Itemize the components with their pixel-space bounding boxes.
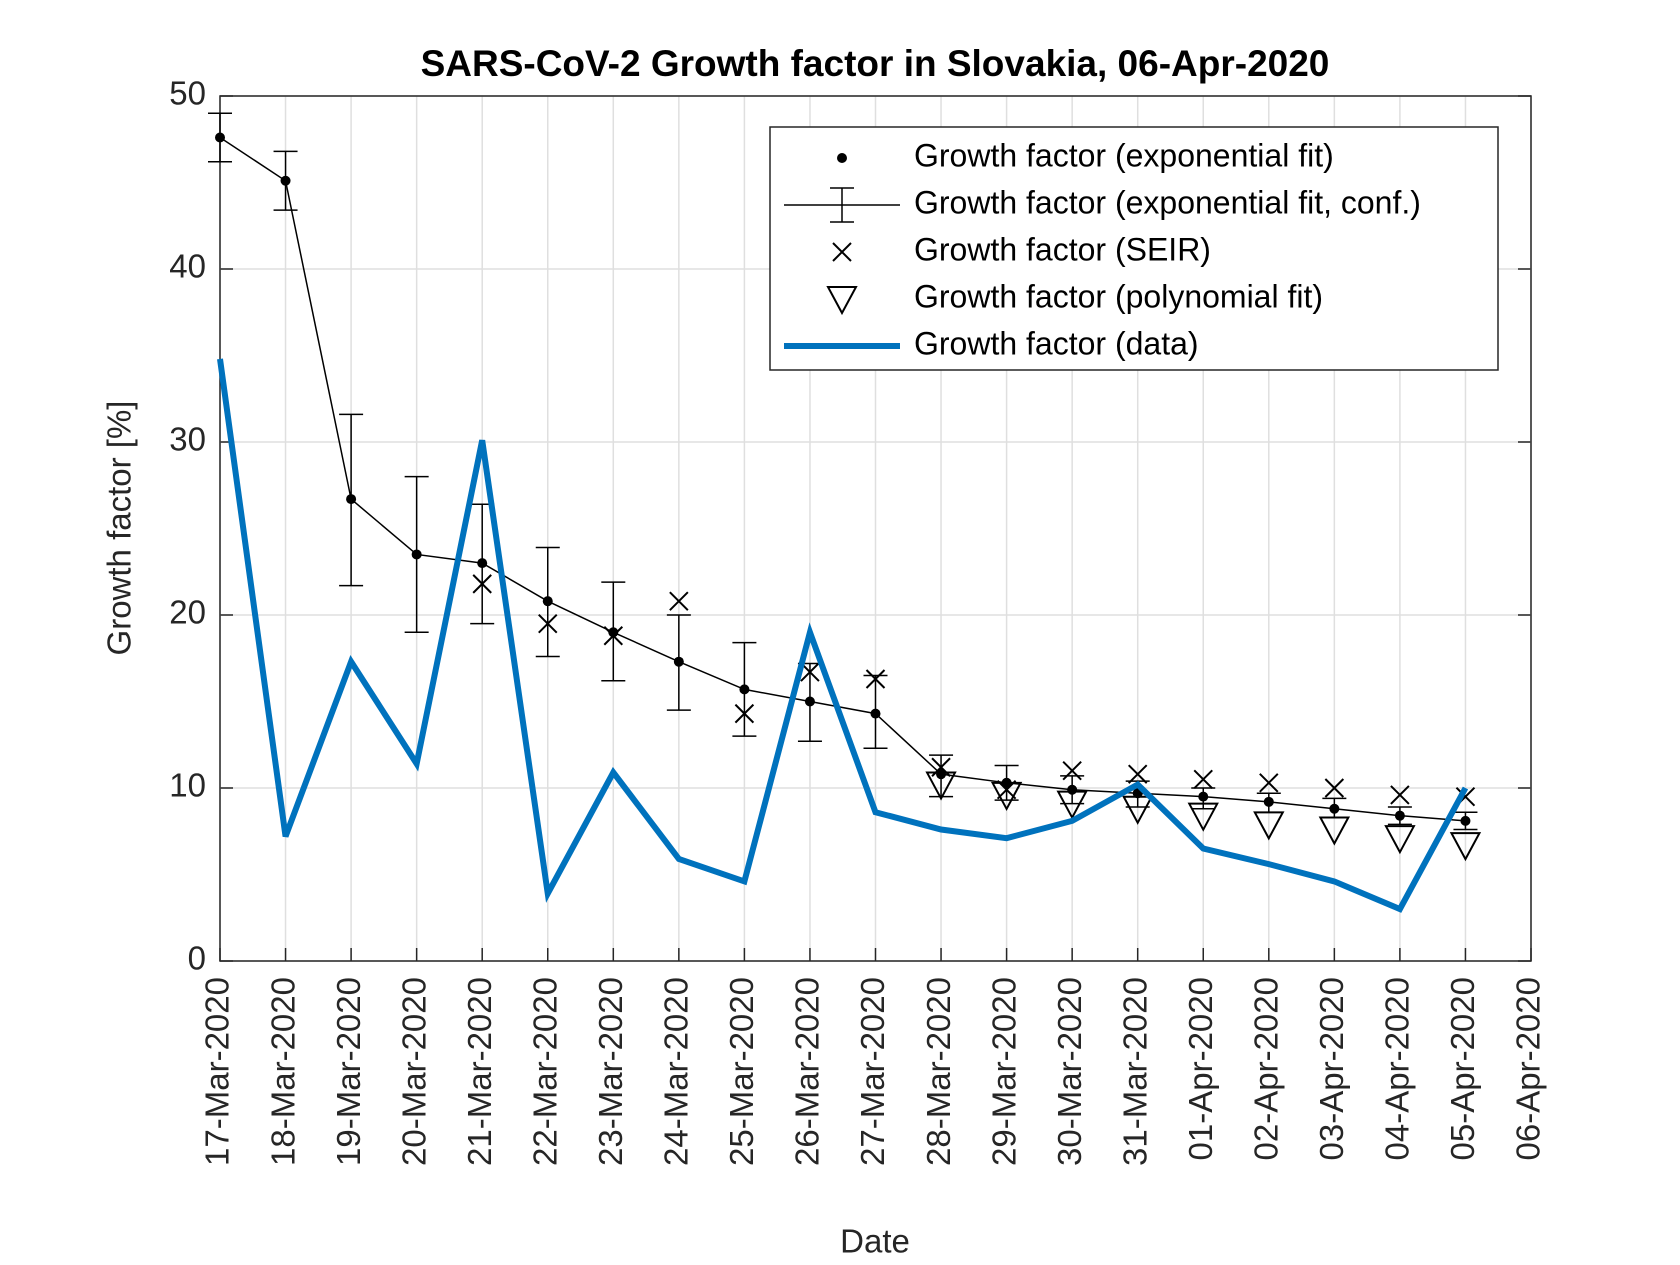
legend-swatch xyxy=(826,286,858,316)
x-tick-label: 30-Mar-2020 xyxy=(1051,977,1088,1166)
data-line xyxy=(217,358,1469,913)
x-tick-label: 03-Apr-2020 xyxy=(1313,977,1350,1160)
x-tick-label: 23-Mar-2020 xyxy=(592,977,629,1166)
x-marker xyxy=(1127,764,1148,784)
legend-swatch xyxy=(832,242,852,262)
error-bar xyxy=(339,413,364,587)
triangle-marker xyxy=(990,781,1023,812)
x-tick-label: 27-Mar-2020 xyxy=(854,977,891,1166)
x-tick-label: 18-Mar-2020 xyxy=(264,977,301,1166)
triangle-marker xyxy=(1449,832,1482,862)
error-bar xyxy=(732,641,757,737)
x-tick-label: 01-Apr-2020 xyxy=(1182,977,1219,1160)
error-bar xyxy=(666,614,691,711)
x-marker xyxy=(865,669,886,689)
x-tick-label: 31-Mar-2020 xyxy=(1116,977,1153,1166)
x-marker xyxy=(1324,778,1345,798)
x-marker xyxy=(1062,760,1082,781)
triangle-marker xyxy=(1187,802,1219,832)
y-tick-label: 10 xyxy=(169,767,206,804)
legend: Growth factor (exponential fit) Growth fa… xyxy=(769,126,1499,371)
x-marker xyxy=(1193,769,1213,790)
x-tick-label: 19-Mar-2020 xyxy=(330,977,367,1166)
triangle-marker xyxy=(1253,811,1285,841)
legend-label: Growth factor (exponential fit) xyxy=(914,137,1334,173)
error-bar xyxy=(404,475,429,634)
triangle-marker xyxy=(1122,795,1154,825)
x-tick-label: 24-Mar-2020 xyxy=(658,977,695,1166)
x-marker xyxy=(669,591,689,611)
error-bar xyxy=(535,546,560,658)
x-marker xyxy=(538,613,558,634)
x-marker xyxy=(472,574,492,594)
x-marker xyxy=(603,626,624,646)
legend-swatch xyxy=(837,153,847,163)
y-tick-label: 20 xyxy=(169,594,206,631)
x-tick-label: 21-Mar-2020 xyxy=(461,977,498,1166)
error-bar xyxy=(1453,811,1478,831)
error-bar xyxy=(273,150,298,211)
x-axis-label: Date xyxy=(840,1223,910,1260)
triangle-marker xyxy=(925,771,957,801)
chart-title: SARS-CoV-2 Growth factor in Slovakia, 06… xyxy=(421,43,1330,84)
x-tick-label: 26-Mar-2020 xyxy=(789,977,826,1166)
y-tick-label: 40 xyxy=(169,248,206,285)
x-marker xyxy=(1259,773,1279,793)
x-tick-label: 06-Apr-2020 xyxy=(1510,977,1547,1160)
legend-swatch xyxy=(830,187,854,223)
legend-label: Growth factor (polynomial fit) xyxy=(914,278,1323,314)
triangle-marker xyxy=(1318,816,1351,846)
x-tick-label: 29-Mar-2020 xyxy=(985,977,1022,1166)
x-tick-label: 02-Apr-2020 xyxy=(1248,977,1285,1160)
error-bar xyxy=(1387,806,1412,826)
x-tick-label: 25-Mar-2020 xyxy=(723,977,760,1166)
legend-box xyxy=(769,126,1499,371)
x-tick-label: 20-Mar-2020 xyxy=(395,977,432,1166)
triangle-marker xyxy=(1384,825,1416,855)
legend-label: Growth factor (SEIR) xyxy=(914,231,1211,267)
error-bar xyxy=(208,112,232,163)
fit-line xyxy=(219,136,1466,822)
x-tick-label: 04-Apr-2020 xyxy=(1379,977,1416,1160)
error-bar xyxy=(863,674,888,749)
x-marker xyxy=(734,703,755,724)
y-axis-label: Growth factor [%] xyxy=(101,401,138,656)
legend-label: Growth factor (exponential fit, conf.) xyxy=(914,184,1421,220)
legend-label: Growth factor (data) xyxy=(914,325,1199,361)
y-tick-label: 30 xyxy=(169,421,206,458)
error-bar xyxy=(601,581,626,682)
x-tick-label: 22-Mar-2020 xyxy=(526,977,563,1166)
x-marker xyxy=(1390,785,1410,805)
x-tick-label: 17-Mar-2020 xyxy=(199,977,236,1166)
x-tick-label: 28-Mar-2020 xyxy=(920,977,957,1166)
y-tick-label: 50 xyxy=(169,75,206,112)
y-tick-label: 0 xyxy=(188,940,206,977)
triangle-marker xyxy=(1056,790,1088,820)
x-tick-label: 05-Apr-2020 xyxy=(1444,977,1481,1160)
axes-box xyxy=(219,95,1532,962)
